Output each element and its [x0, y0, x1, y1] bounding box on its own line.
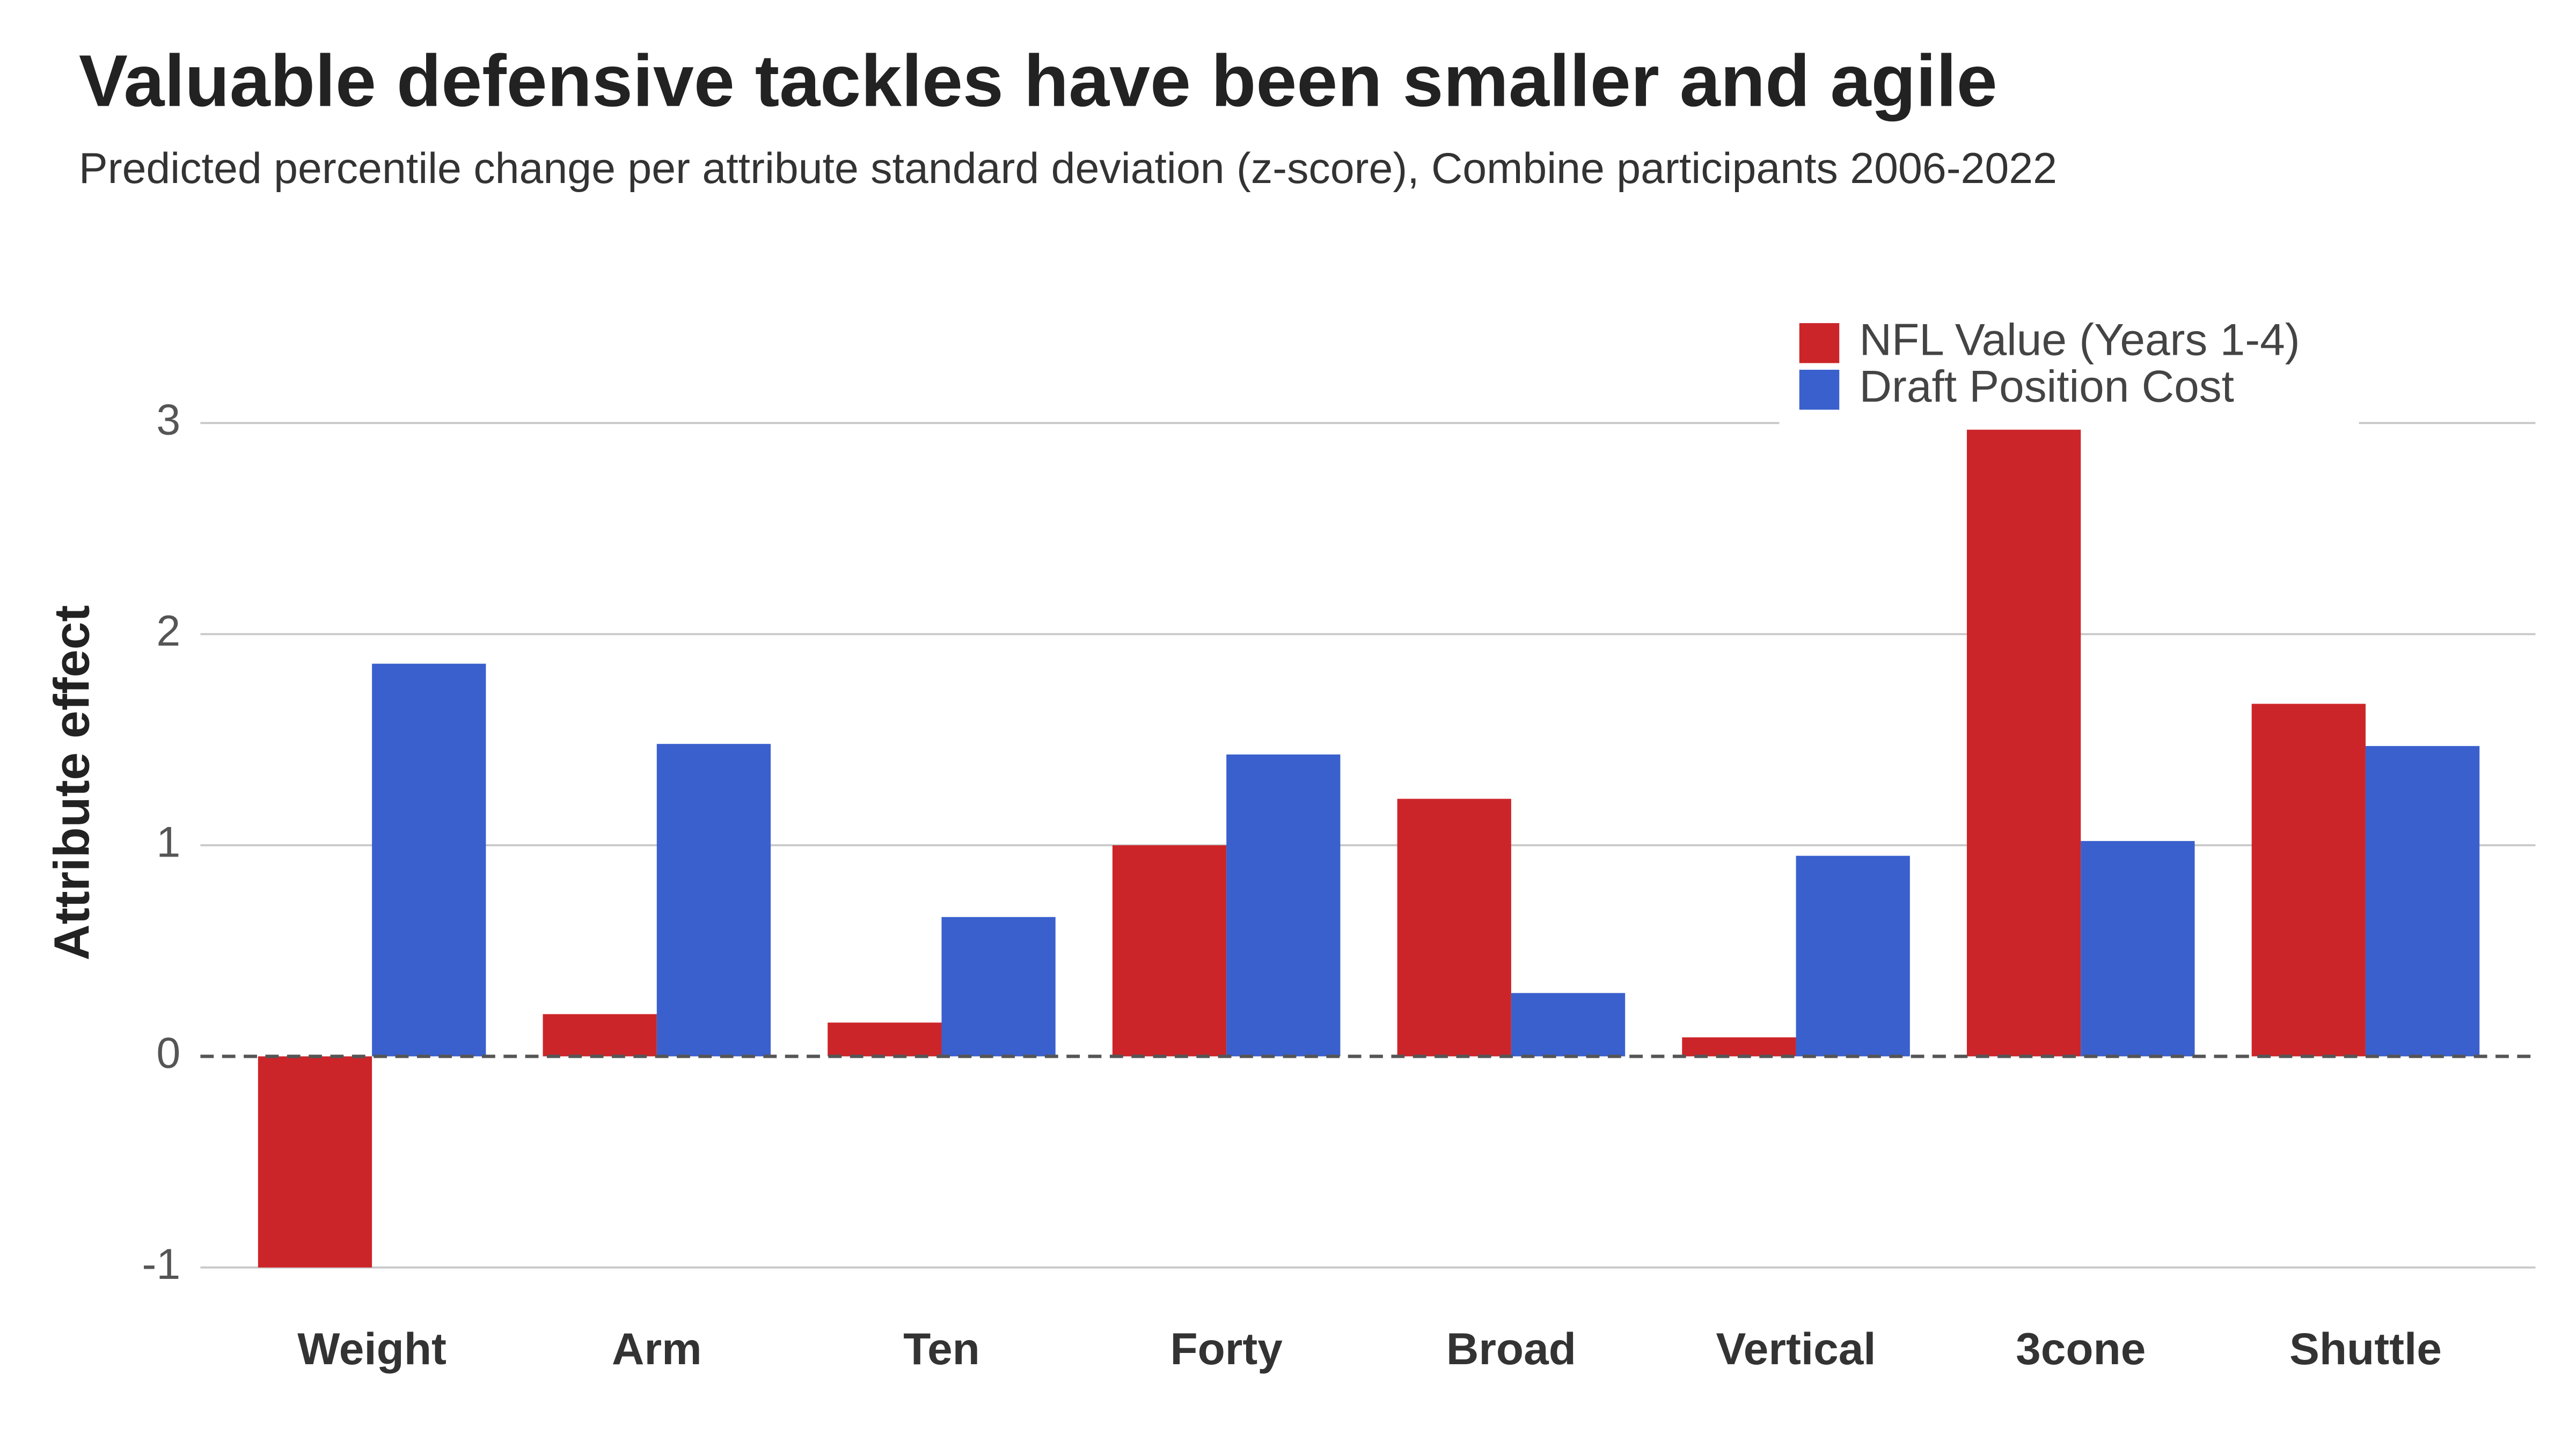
y-axis-label: Attribute effect [43, 605, 99, 961]
y-tick-label: 1 [156, 818, 180, 866]
bar [1397, 799, 1511, 1057]
bar [656, 744, 771, 1057]
bar [543, 1014, 657, 1057]
x-tick-label: Shuttle [2289, 1323, 2442, 1374]
legend-swatch [1799, 369, 1840, 410]
y-tick-label: 2 [156, 607, 180, 655]
chart-title: Valuable defensive tackles have been sma… [79, 39, 1997, 121]
bar [258, 1056, 372, 1268]
x-tick-label: Arm [612, 1323, 702, 1374]
x-tick-label: Broad [1446, 1323, 1576, 1374]
bar [1226, 754, 1341, 1057]
x-tick-label: 3cone [2016, 1323, 2146, 1374]
y-tick-label: 0 [156, 1029, 180, 1078]
chart-subtitle: Predicted percentile change per attribut… [79, 144, 2057, 193]
x-tick-label: Vertical [1716, 1323, 1876, 1374]
legend-swatch [1799, 323, 1840, 363]
y-tick-label: -1 [142, 1240, 180, 1289]
bar [2251, 704, 2366, 1057]
y-tick-label: 3 [156, 396, 180, 444]
bar [372, 663, 486, 1057]
bar [941, 917, 1056, 1057]
x-tick-label: Forty [1170, 1323, 1283, 1374]
bar [1682, 1037, 1796, 1057]
bar [1796, 855, 1910, 1057]
bar [1112, 845, 1227, 1057]
bar [1966, 429, 2081, 1057]
bar [2081, 841, 2195, 1057]
bar [828, 1022, 942, 1057]
legend-label: NFL Value (Years 1-4) [1859, 314, 2300, 364]
bar [1511, 993, 1626, 1057]
x-tick-label: Weight [297, 1323, 447, 1374]
x-tick-label: Ten [903, 1323, 980, 1374]
bar [2365, 746, 2480, 1057]
legend-label: Draft Position Cost [1859, 361, 2234, 411]
legend-background [1779, 286, 2359, 430]
